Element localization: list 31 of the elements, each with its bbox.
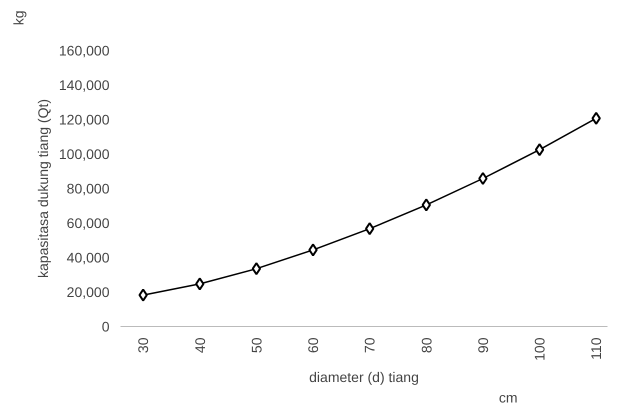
- point: [252, 262, 262, 276]
- x-tick-label: 60: [305, 337, 322, 354]
- point: [364, 222, 374, 236]
- y-tick-label: 120,000: [58, 112, 110, 128]
- y-tick-label: 140,000: [58, 77, 110, 93]
- y-tick-label: 0: [102, 318, 110, 334]
- x-tick-label: 110: [588, 337, 604, 360]
- y-tick-label: 20,000: [66, 284, 110, 300]
- y-tick-label: 160,000: [58, 42, 110, 58]
- point: [478, 172, 488, 185]
- y-tick-label: 40,000: [66, 250, 110, 266]
- point: [195, 277, 204, 290]
- point: [308, 243, 318, 256]
- text: kg: [10, 10, 26, 26]
- y-tick-label: 60,000: [66, 215, 110, 231]
- x-axis-title: diameter (d) tiang: [309, 368, 419, 385]
- x-tick-label: 30: [135, 337, 152, 354]
- x-tick-label: 50: [248, 337, 264, 354]
- text: cm: [498, 390, 518, 405]
- x-tick-label: 100: [532, 337, 548, 361]
- point: [422, 198, 431, 212]
- y-tick-label: 80,000: [66, 180, 110, 196]
- x-tick-label: 70: [362, 337, 378, 354]
- point: [592, 112, 601, 125]
- y-axis-title: kapasitasa dukung tiang (Qt): [34, 98, 51, 278]
- x-tick-label: 40: [192, 337, 208, 354]
- x-tick-label: 90: [474, 337, 491, 354]
- point: [534, 143, 544, 156]
- point: [138, 288, 148, 302]
- x-tick-label: 80: [418, 337, 434, 354]
- y-tick-label: 100,000: [58, 146, 110, 162]
